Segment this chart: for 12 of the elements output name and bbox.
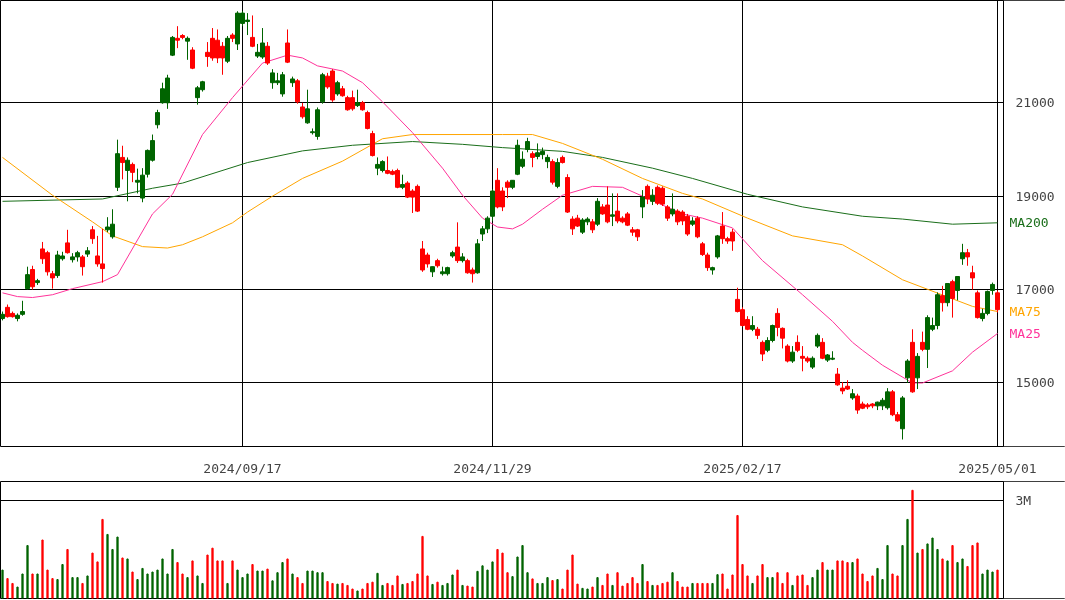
- y-tick-label: 17000: [1015, 282, 1055, 298]
- x-tick-label: 2025/05/01: [958, 460, 1037, 476]
- series-label: MA200: [1009, 215, 1049, 231]
- y-tick-label: 19000: [1015, 188, 1055, 204]
- series-label: MA25: [1009, 325, 1041, 341]
- x-tick-label: 2024/09/17: [203, 460, 282, 476]
- series-label: MA75: [1009, 304, 1041, 320]
- y-tick-label: 21000: [1015, 95, 1055, 111]
- y-tick-label: 15000: [1015, 375, 1055, 391]
- y-tick-label: 3M: [1015, 492, 1032, 508]
- x-tick-label: 2025/02/17: [703, 460, 782, 476]
- x-tick-label: 2024/11/29: [453, 460, 532, 476]
